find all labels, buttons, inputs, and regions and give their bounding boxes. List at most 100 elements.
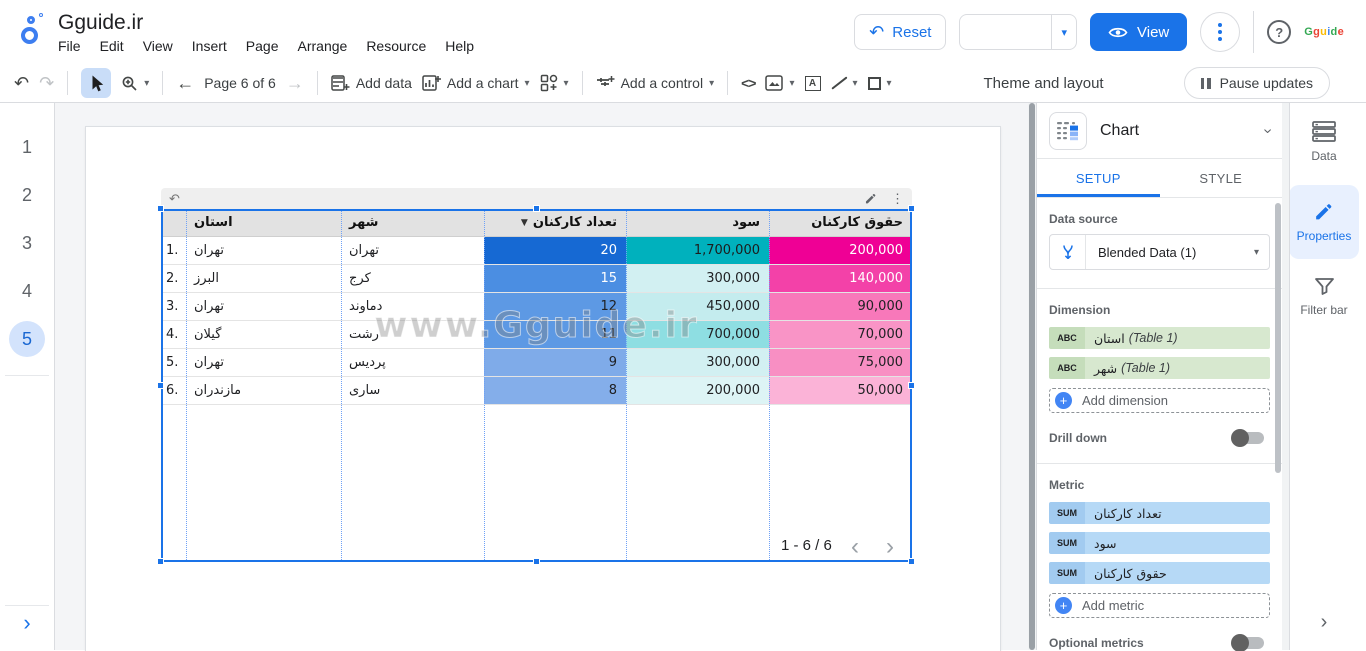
undo-icon: ↶ [869, 22, 885, 42]
cell-profit: 200,000 [626, 377, 769, 405]
resize-handle-e[interactable] [908, 382, 915, 389]
add-chart-button[interactable]: Add a chart ▾ [422, 74, 530, 92]
page-thumb-4[interactable]: 4 [21, 280, 32, 301]
optional-metrics-toggle[interactable] [1231, 634, 1264, 651]
theme-layout-button[interactable]: Theme and layout [983, 74, 1104, 92]
page-thumb-3[interactable]: 3 [21, 232, 32, 253]
resize-handle-sw[interactable] [157, 558, 164, 565]
rail-properties-label: Properties [1296, 229, 1352, 243]
table-row[interactable]: 2. البرز کرج 15 300,000 140,000 [161, 265, 912, 293]
chevron-down-icon[interactable]: › [1259, 127, 1277, 134]
undo-button[interactable]: ↶ [14, 73, 30, 93]
menu-view[interactable]: View [142, 37, 173, 54]
table-row[interactable]: 3. تهران دماوند 12 450,000 90,000 [161, 293, 912, 321]
resize-handle-nw[interactable] [157, 205, 164, 212]
add-metric-button[interactable]: + Add metric [1049, 593, 1270, 618]
metric-chip[interactable]: SUM سود [1049, 532, 1270, 554]
resize-handle-ne[interactable] [908, 205, 915, 212]
tab-setup[interactable]: SETUP [1037, 159, 1160, 197]
header-profit[interactable]: سود [626, 209, 769, 237]
report-canvas[interactable]: ↶ ⋮ استان شهر ▼ تعداد کارکنان سود حقوق کا… [55, 103, 1036, 651]
menu-insert[interactable]: Insert [191, 37, 227, 54]
page-thumb-2[interactable]: 2 [21, 184, 32, 205]
table-row[interactable]: 1. تهران تهران 20 1,700,000 200,000 [161, 237, 912, 265]
select-tool-button[interactable] [81, 68, 112, 98]
collapse-panel-button[interactable]: › [1320, 611, 1328, 633]
table-row[interactable]: 4. گیلان رشت 11 700,000 70,000 [161, 321, 912, 349]
help-button[interactable]: ? [1267, 20, 1292, 44]
menu-edit[interactable]: Edit [99, 37, 124, 54]
add-control-button[interactable]: Add a control ▾ [596, 75, 714, 91]
pause-updates-button[interactable]: Pause updates [1183, 67, 1330, 99]
zoom-tool-button[interactable]: ▾ [121, 75, 149, 92]
cell-employees: 12 [484, 293, 626, 321]
tab-style[interactable]: STYLE [1199, 170, 1243, 186]
pagination-prev-icon[interactable]: ‹ [851, 533, 859, 560]
reset-label: Reset [892, 23, 932, 41]
filter-funnel-icon [1314, 278, 1334, 295]
redo-button[interactable]: ↷ [39, 73, 55, 93]
caret-down-icon: ▾ [852, 77, 858, 89]
metric-chip[interactable]: SUM حقوق کارکنان [1049, 562, 1270, 584]
menu-bar: File Edit View Insert Page Arrange Resou… [58, 38, 474, 54]
table-row[interactable]: 6. مازندران ساری 8 200,000 50,000 [161, 377, 912, 405]
menu-page[interactable]: Page [245, 37, 279, 54]
add-dimension-button[interactable]: + Add dimension [1049, 388, 1270, 413]
chart-more-icon[interactable]: ⋮ [891, 190, 904, 206]
rectangle-icon [867, 76, 881, 90]
more-options-button[interactable] [1200, 12, 1241, 52]
report-page[interactable]: ↶ ⋮ استان شهر ▼ تعداد کارکنان سود حقوق کا… [85, 126, 1001, 651]
chart-edit-icon[interactable] [864, 192, 877, 205]
community-viz-button[interactable]: ▾ [540, 74, 569, 92]
page-thumb-1[interactable]: 1 [21, 136, 32, 157]
header-province[interactable]: استان [186, 209, 341, 237]
page-thumb-5-active[interactable]: 5 [9, 321, 45, 357]
table-header-row: استان شهر ▼ تعداد کارکنان سود حقوق کارکنا… [161, 209, 912, 237]
menu-arrange[interactable]: Arrange [297, 37, 348, 54]
rail-data-button[interactable]: Data [1311, 121, 1337, 163]
canvas-scrollbar-thumb[interactable] [1029, 103, 1035, 650]
report-title[interactable]: Gguide.ir [58, 10, 144, 34]
chart-undo-icon[interactable]: ↶ [169, 190, 180, 206]
reset-button[interactable]: ↶ Reset [854, 14, 947, 50]
header-city[interactable]: شهر [341, 209, 484, 237]
pagination-next-icon[interactable]: › [886, 533, 894, 560]
data-table-chart[interactable]: استان شهر ▼ تعداد کارکنان سود حقوق کارکنا… [161, 209, 912, 405]
dimension-chip[interactable]: ABC شهر (Table 1) [1049, 357, 1270, 379]
prev-page-button[interactable]: ← [176, 73, 195, 93]
drill-down-toggle[interactable] [1231, 429, 1264, 447]
share-dropdown-button[interactable]: ▾ [1051, 15, 1076, 49]
expand-pagebar-button[interactable]: › [23, 610, 31, 635]
embed-code-button[interactable]: <> [741, 75, 756, 91]
title-block: Gguide.ir File Edit View Insert Page Arr… [58, 11, 474, 54]
shape-tool-button[interactable]: ▾ [867, 76, 892, 90]
rail-properties-button[interactable]: Properties [1288, 185, 1360, 259]
image-tool-button[interactable]: ▾ [765, 75, 795, 91]
menu-help[interactable]: Help [445, 37, 475, 54]
menu-resource[interactable]: Resource [366, 37, 427, 54]
resize-handle-n[interactable] [533, 205, 540, 212]
resize-handle-se[interactable] [908, 558, 915, 565]
rail-filter-button[interactable]: Filter bar [1300, 277, 1348, 317]
share-button[interactable]: Share [960, 15, 1051, 49]
dimension-chip[interactable]: ABC استان (Table 1) [1049, 327, 1270, 349]
resize-handle-w[interactable] [157, 382, 164, 389]
header-divider [1253, 11, 1255, 53]
app-logo-icon[interactable] [18, 11, 48, 53]
table-row[interactable]: 5. تهران پردیس 9 300,000 75,000 [161, 349, 912, 377]
resize-handle-s[interactable] [533, 558, 540, 565]
metric-chip[interactable]: SUM تعداد کارکنان [1049, 502, 1270, 524]
panel-scrollbar-thumb[interactable] [1275, 203, 1281, 473]
page-indicator[interactable]: Page 6 of 6 [204, 75, 276, 91]
next-page-button[interactable]: → [285, 73, 304, 93]
header-employees[interactable]: ▼ تعداد کارکنان [484, 209, 626, 237]
text-tool-button[interactable]: A [804, 75, 821, 91]
line-tool-button[interactable]: ▾ [830, 75, 858, 91]
data-source-selector[interactable]: Blended Data (1) ▾ [1049, 234, 1270, 270]
menu-file[interactable]: File [58, 37, 81, 54]
canvas-scrollbar[interactable] [1028, 103, 1036, 650]
chart-type-header[interactable]: Chart › [1037, 103, 1282, 159]
view-button[interactable]: View [1090, 13, 1188, 51]
header-salary[interactable]: حقوق کارکنان [769, 209, 912, 237]
add-data-button[interactable]: Add data [331, 74, 412, 92]
